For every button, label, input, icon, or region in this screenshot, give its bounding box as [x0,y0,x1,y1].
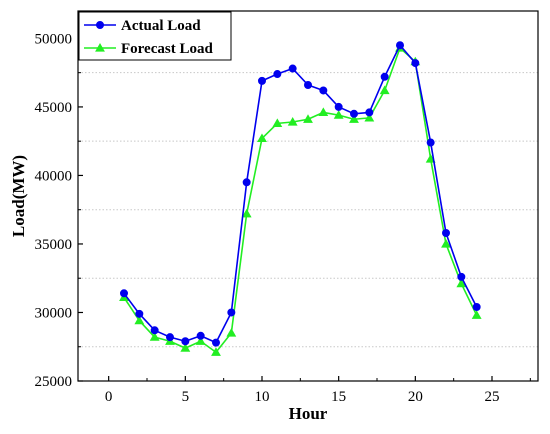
data-point [181,337,190,346]
data-point [257,133,267,143]
data-point [456,278,467,288]
legend-label: Forecast Load [121,41,213,57]
data-point [227,308,236,317]
data-point [241,208,252,218]
y-tick-label: 30000 [35,305,73,321]
data-point [457,272,466,281]
data-point [287,116,298,126]
data-point [303,114,313,123]
data-point [318,107,329,117]
data-point [349,109,358,118]
data-point [135,309,144,318]
data-point [319,86,328,95]
data-point [257,76,266,85]
series-line [123,44,478,344]
y-tick-label: 50000 [35,31,73,47]
data-point [379,85,390,95]
data-point [364,112,375,122]
data-point [150,326,159,335]
data-point [134,315,145,325]
y-tick-label: 35000 [35,237,73,253]
data-point [426,138,435,147]
x-tick-label: 25 [485,389,500,405]
data-point [196,331,205,340]
x-tick-label: 5 [182,389,190,405]
y-tick-label: 45000 [35,100,73,116]
data-point [180,343,191,352]
x-tick-label: 20 [408,389,423,405]
legend: Actual Load Forecast Load [78,11,232,61]
x-axis: 0 5 10 15 20 25 [105,376,531,405]
data-point [395,41,404,50]
data-point [288,64,297,73]
y-tick-label: 25000 [35,374,73,390]
data-point [441,228,450,237]
y-axis: 25000 30000 35000 40000 45000 50000 [35,31,83,390]
series-actual-load [120,41,481,347]
series-layer [119,41,482,356]
grid-lines [78,72,538,348]
data-point [211,338,220,347]
data-point [303,81,312,90]
legend-item: Actual Load [84,18,201,34]
x-tick-label: 0 [105,389,113,405]
y-axis-title: Load(MW) [9,155,28,237]
plot-frame [77,10,539,382]
legend-label: Actual Load [121,18,201,34]
legend-box [78,11,232,61]
data-point [411,59,420,68]
data-point [380,72,389,81]
data-point [273,70,282,79]
series-line [123,47,478,354]
data-point [120,289,129,298]
y-tick-label: 40000 [35,168,73,184]
data-point [472,302,481,311]
x-tick-label: 15 [331,389,346,405]
data-point [149,332,160,341]
data-point [441,238,451,248]
x-tick-label: 10 [255,389,270,405]
data-point [272,118,283,127]
data-point [334,102,343,111]
legend-swatch-marker [96,20,105,29]
series-forecast-load [119,42,482,356]
x-axis-title: Hour [289,404,328,423]
legend-item: Forecast Load [84,41,213,57]
data-point [226,328,237,337]
data-point [211,347,221,356]
data-point [471,310,482,319]
data-point [242,178,251,187]
data-point [333,110,344,119]
data-point [349,114,359,123]
data-point [165,333,174,342]
legend-swatch-marker [95,42,105,52]
data-point [365,108,374,117]
data-point [195,336,206,345]
